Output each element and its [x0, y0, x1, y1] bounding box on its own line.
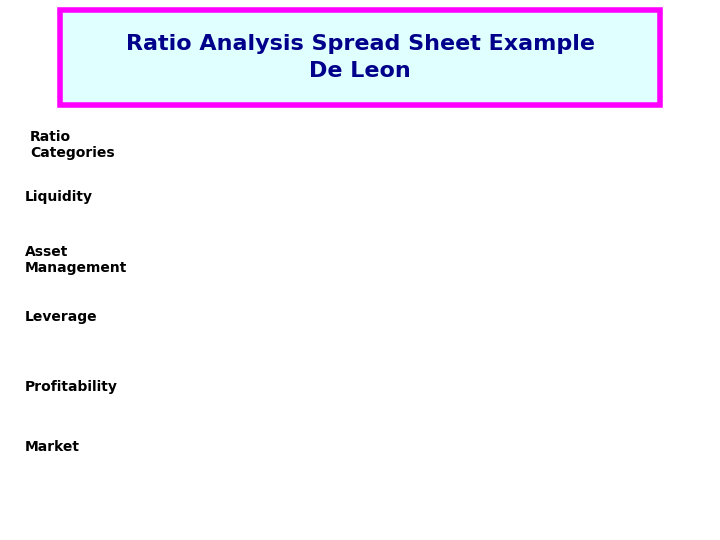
Text: Asset
Management: Asset Management	[25, 245, 127, 275]
Text: Market: Market	[25, 440, 80, 454]
Text: Ratio Analysis Spread Sheet Example
De Leon: Ratio Analysis Spread Sheet Example De L…	[125, 35, 595, 80]
Bar	[60, 10, 660, 105]
Text: Leverage: Leverage	[25, 310, 98, 324]
Text: Ratio
Categories: Ratio Categories	[30, 130, 114, 160]
Text: Profitability: Profitability	[25, 380, 118, 394]
Text: Liquidity: Liquidity	[25, 190, 93, 204]
